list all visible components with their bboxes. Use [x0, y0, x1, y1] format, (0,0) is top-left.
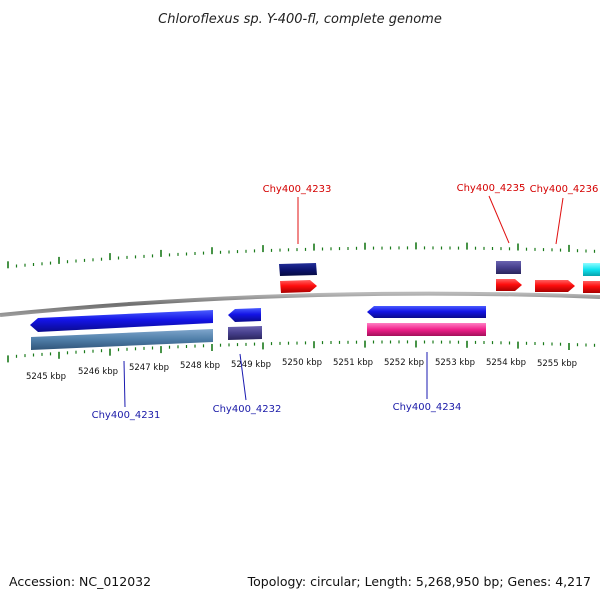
scale-label: 5248 kbp: [180, 361, 220, 371]
gene-label-chy400-4232[interactable]: Chy400_4232: [213, 404, 282, 415]
gene-feature-next[interactable]: [583, 281, 600, 293]
gene-feature-chy400-4235[interactable]: [496, 279, 522, 291]
gene-feature-chy400-4234[interactable]: [367, 306, 486, 318]
map-title: Chloroflexus sp. Y-400-fl, complete geno…: [158, 12, 442, 27]
inner-tick-ring: [7, 340, 596, 363]
forward-strand-track: [279, 261, 600, 293]
scale-labels: 5245 kbp 5246 kbp 5247 kbp 5248 kbp 5249…: [26, 358, 577, 382]
gene-label-chy400-4233[interactable]: Chy400_4233: [263, 184, 332, 195]
gene-label-chy400-4235[interactable]: Chy400_4235: [457, 183, 526, 194]
scale-label: 5250 kbp: [282, 358, 322, 368]
genome-summary-label: Topology: circular; Length: 5,268,950 bp…: [247, 574, 591, 589]
scale-label: 5255 kbp: [537, 359, 577, 369]
leader-line-chy400-4235: [488, 195, 510, 244]
gene-feature-chy400-4232-lower[interactable]: [228, 326, 262, 340]
gene-feature-chy400-4233-upper[interactable]: [279, 263, 317, 276]
gene-feature-chy400-4232[interactable]: [228, 308, 261, 322]
scale-label: 5249 kbp: [231, 360, 271, 370]
scale-label: 5251 kbp: [333, 358, 373, 368]
scale-label: 5254 kbp: [486, 358, 526, 368]
leader-line-chy400-4236: [555, 197, 564, 245]
gene-label-chy400-4236[interactable]: Chy400_4236: [530, 184, 599, 195]
scale-label: 5245 kbp: [26, 372, 66, 382]
gene-feature-next-upper[interactable]: [583, 263, 600, 276]
leader-line-chy400-4231: [123, 360, 126, 408]
gene-feature-chy400-4231-lower[interactable]: [31, 329, 213, 350]
gene-labels: Chy400_4233 Chy400_4235 Chy400_4236 Chy4…: [92, 183, 599, 421]
gene-feature-chy400-4233[interactable]: [280, 280, 317, 293]
accession-label: Accession: NC_012032: [9, 574, 151, 589]
gene-feature-chy400-4235-upper[interactable]: [496, 261, 521, 274]
reverse-strand-track: [30, 306, 486, 350]
scale-label: 5247 kbp: [129, 363, 169, 373]
gene-feature-chy400-4231[interactable]: [30, 310, 213, 332]
scale-label: 5253 kbp: [435, 358, 475, 368]
leader-line-chy400-4232: [239, 353, 247, 401]
gene-leader-lines: [123, 195, 564, 408]
genome-backbone: [0, 291, 600, 317]
gene-label-chy400-4231[interactable]: Chy400_4231: [92, 410, 161, 421]
gene-label-chy400-4234[interactable]: Chy400_4234: [393, 402, 462, 413]
gene-feature-chy400-4236[interactable]: [535, 280, 575, 292]
scale-label: 5252 kbp: [384, 358, 424, 368]
scale-label: 5246 kbp: [78, 367, 118, 377]
outer-tick-ring: [7, 242, 596, 269]
gene-feature-chy400-4234-lower[interactable]: [367, 323, 486, 336]
